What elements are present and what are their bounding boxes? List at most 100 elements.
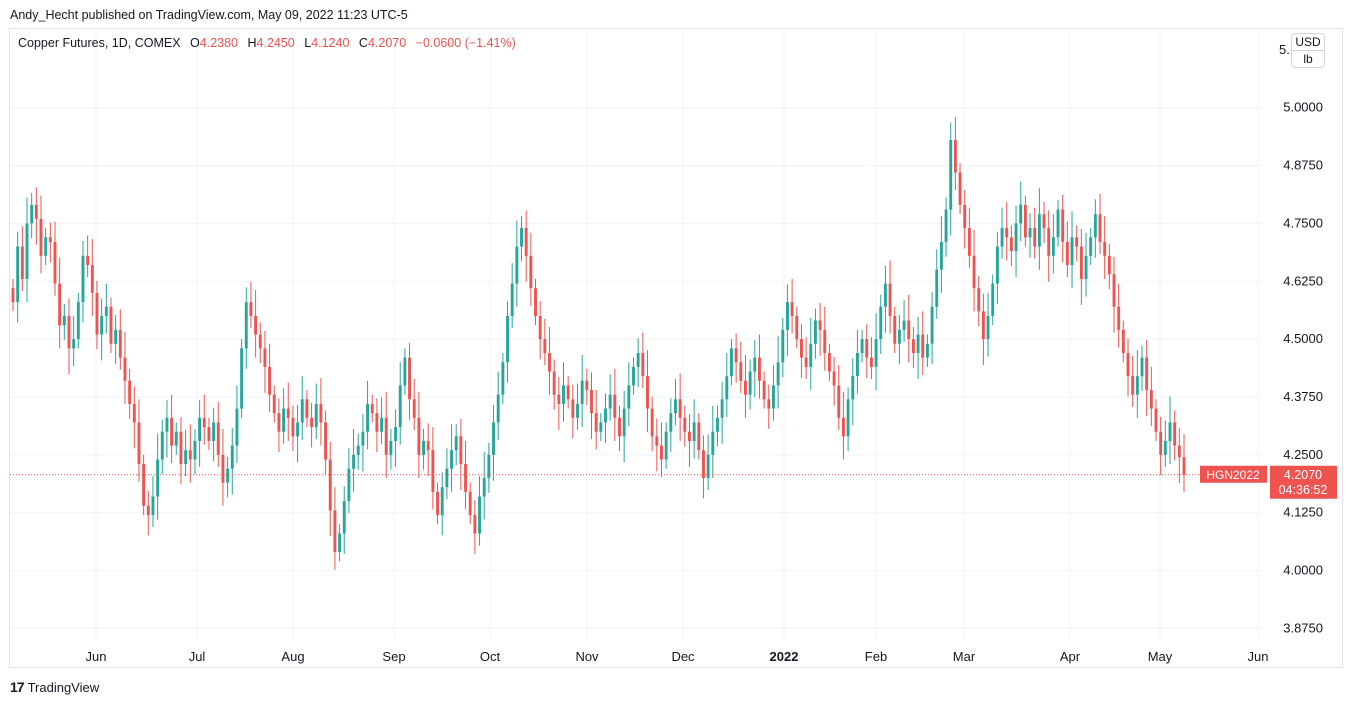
y-tick-label: 3.8750 [1283,620,1323,635]
candle-body [851,376,855,400]
candle-body [688,431,691,441]
candle-body [949,140,953,210]
candle-body [30,204,34,224]
candle-body [445,468,449,488]
candle-body [226,468,230,483]
candle-body [319,403,323,423]
symbol-badge-bg [1200,465,1267,483]
y-tick-label-partial: 5. [1279,42,1290,57]
candle-body [300,399,304,423]
candle-body [1009,237,1013,252]
candle-body [160,431,164,460]
candle-body [277,413,281,432]
candle-body [440,487,444,516]
candle-body [62,315,66,326]
footer-branding[interactable]: 17 TradingView [10,679,99,695]
candle-body [660,445,663,460]
candle-body [1154,408,1158,432]
candle-body [781,329,785,363]
candle-body [520,228,523,247]
candle-body [939,241,943,270]
candle-body [258,334,262,349]
candle-body [874,339,878,367]
candle-body [1135,376,1139,395]
candle-body [748,371,752,395]
candle-body [53,241,57,284]
candle-body [272,394,276,414]
candle-body [902,320,906,330]
candle-body [799,339,803,358]
chart-frame [9,28,1343,668]
currency-unit-selector[interactable]: USD lb [1291,33,1325,68]
candle-body [1093,214,1097,238]
y-tick-label: 4.6250 [1283,273,1323,288]
candle-body [888,283,892,316]
y-tick-label: 4.0000 [1283,563,1323,578]
x-tick-label: Jun [1248,649,1269,664]
candle-body [860,339,864,354]
candle-body [655,436,659,446]
candle-body [566,385,570,400]
candle-body [1163,440,1167,455]
candle-body [244,302,248,349]
x-tick-label: Nov [575,649,599,664]
candle-body [725,376,729,400]
candle-body [613,394,617,418]
legend-close-label: C [358,36,368,50]
candle-body [636,353,640,367]
candle-body [855,353,859,377]
x-tick-label: May [1148,649,1173,664]
candle-body [501,362,505,395]
candle-body [716,417,719,432]
candle-body [422,440,425,455]
candle-body [1079,246,1083,279]
x-tick-label: Apr [1060,649,1081,664]
candle-body [389,440,393,455]
currency-label[interactable]: USD [1295,35,1321,49]
candle-body [1056,209,1060,238]
candle-body [986,315,990,340]
unit-label[interactable]: lb [1292,50,1324,67]
chart-legend: Copper Futures, 1D, COMEX O4.2380 H4.245… [18,36,522,50]
candle-body [641,353,645,377]
candle-body [608,394,612,409]
legend-high-label: H [247,36,257,50]
candle-body [972,255,976,289]
candle-body [104,306,108,316]
candle-body [1140,357,1144,377]
candle-body [478,496,481,534]
candle-body [762,380,766,400]
y-tick-label: 4.3750 [1283,389,1323,404]
candle-body [594,413,598,432]
candle-body [165,417,169,432]
candle-body [212,422,216,441]
legend-open-label: O [190,36,200,50]
candle-body [585,380,589,391]
candle-body [897,329,901,344]
candle-body [123,357,127,381]
candle-body [571,399,575,418]
candle-body [1177,445,1181,458]
x-tick-label: Jul [189,649,206,664]
candle-body [221,454,225,483]
candle-body [263,348,267,367]
candle-body [557,394,561,404]
candle-body [697,422,701,451]
candle-body [1131,376,1135,395]
x-tick-label: Oct [480,649,501,664]
candle-body [403,357,407,386]
candle-body [977,288,981,312]
legend-open-value: 4.2380 [199,36,239,50]
candle-body [538,315,542,340]
candle-body [450,450,453,469]
candle-body [230,445,234,469]
candle-body [958,172,962,205]
candle-body [347,468,351,502]
candle-body [1037,214,1041,247]
candle-body [646,376,649,409]
candle-body [394,427,398,441]
candle-body [114,329,118,344]
candle-body [436,491,439,516]
candle-body [753,357,757,372]
